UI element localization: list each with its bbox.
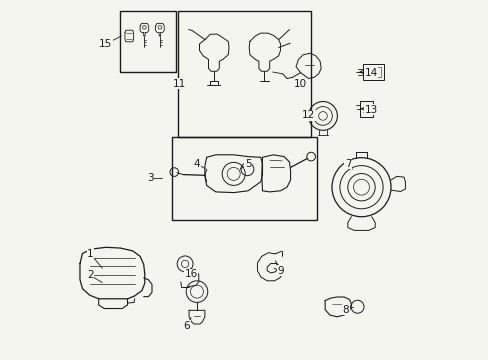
Text: 5: 5 [244,159,251,169]
Text: 3: 3 [146,173,153,183]
Text: 9: 9 [277,266,283,276]
Text: 10: 10 [293,78,306,89]
Bar [120,11,176,72]
Text: 7: 7 [344,159,351,169]
Bar [178,11,310,137]
Text: 15: 15 [99,39,112,49]
Text: 6: 6 [183,321,190,331]
Text: 4: 4 [193,159,200,169]
Text: 2: 2 [87,270,94,280]
Text: 13: 13 [364,105,377,115]
Text: 11: 11 [172,78,185,89]
Bar [360,101,373,117]
Text: 8: 8 [342,305,348,315]
Text: 12: 12 [301,110,315,120]
Text: 14: 14 [364,68,377,78]
Text: 16: 16 [184,269,198,279]
Bar [172,137,316,220]
Bar [362,64,384,80]
Text: 1: 1 [87,249,94,259]
Bar [366,67,380,77]
